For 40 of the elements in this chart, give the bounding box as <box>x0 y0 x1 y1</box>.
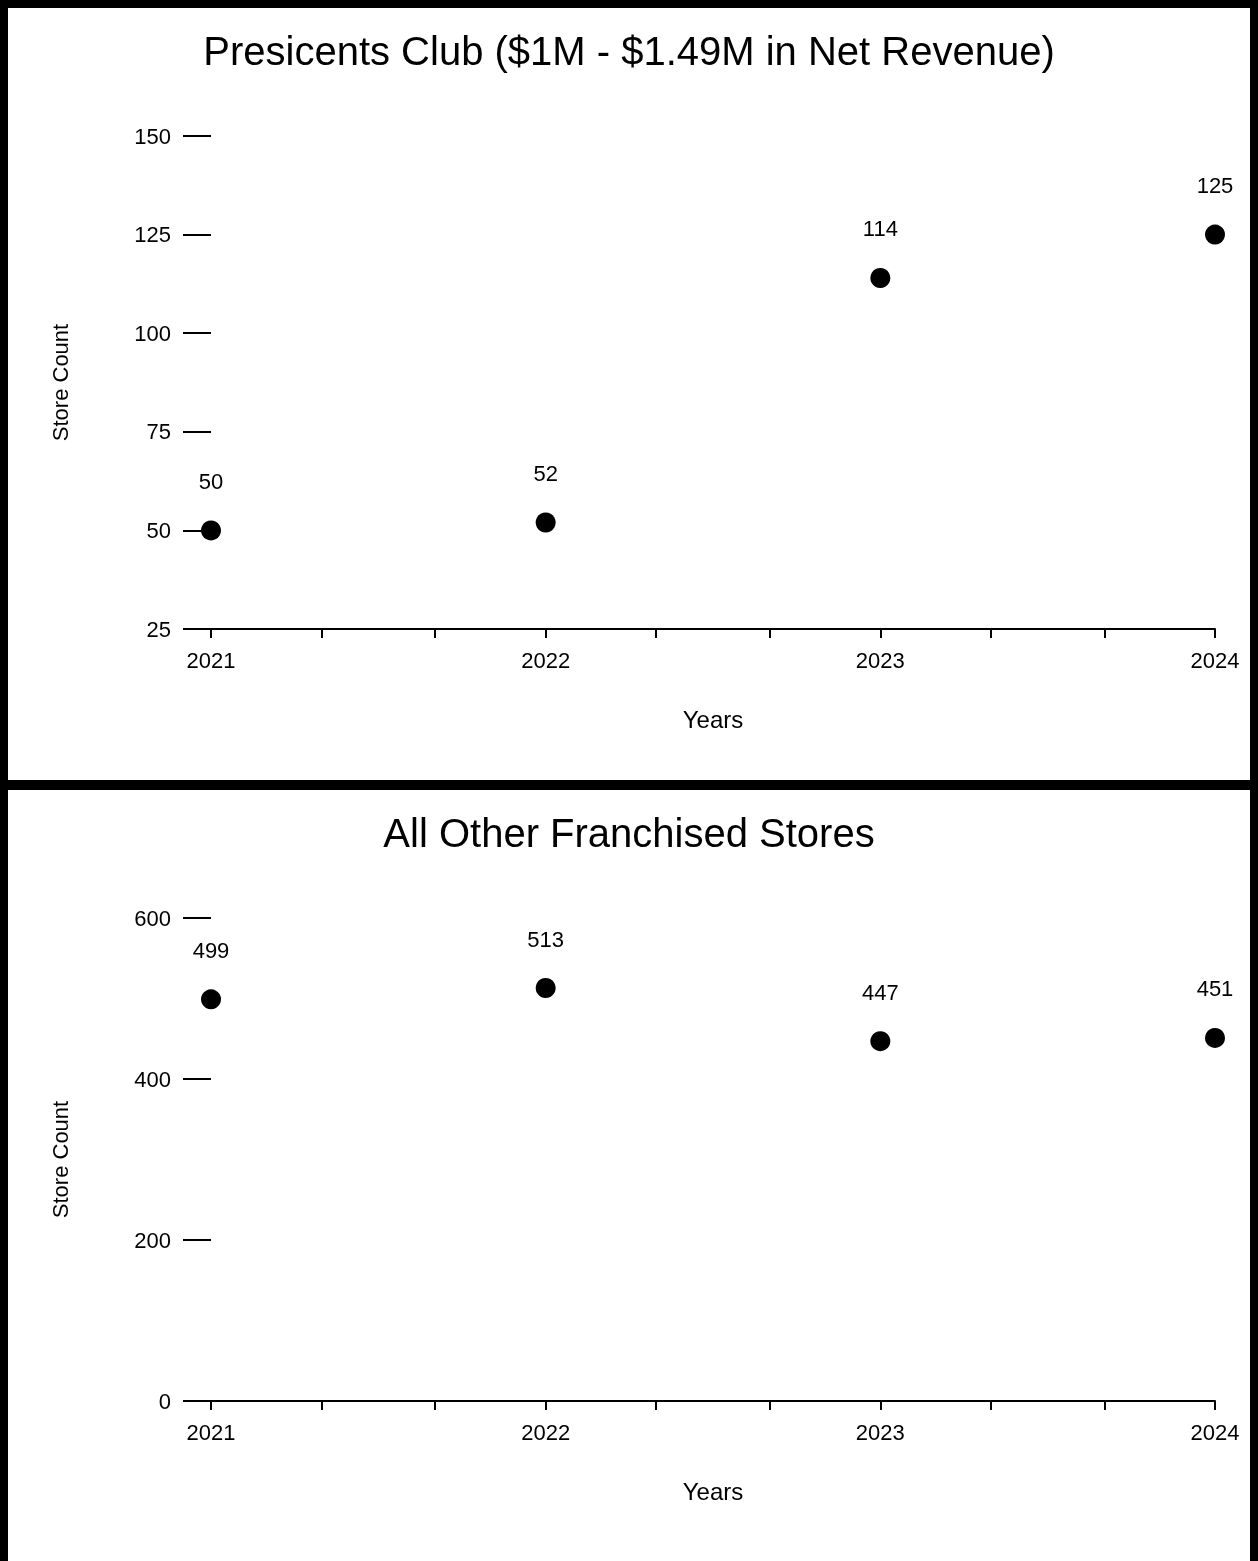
point <box>870 1031 891 1052</box>
data-label: 451 <box>1196 976 1234 1002</box>
x-axis-title: Years <box>682 1477 744 1505</box>
y-tick-label: 125 <box>134 222 171 248</box>
y-tick-label: 200 <box>134 1227 171 1253</box>
point <box>1205 1027 1225 1048</box>
y-tick-label: 600 <box>134 905 171 931</box>
chart-title: All Other Franchised Stores <box>383 811 875 855</box>
data-label: 447 <box>861 979 899 1005</box>
x-tick-label: 2023 <box>855 647 905 673</box>
data-label: 52 <box>533 461 558 487</box>
x-axis-title: Years <box>682 705 744 733</box>
x-tick-label: 2024 <box>1190 647 1240 673</box>
point <box>535 978 556 999</box>
y-tick-label: 75 <box>146 419 171 445</box>
x-tick-label: 2021 <box>186 647 236 673</box>
x-tick-label: 2023 <box>855 1419 905 1445</box>
y-tick-label: 150 <box>134 123 171 149</box>
data-label: 499 <box>192 937 230 963</box>
x-tick-label: 2021 <box>186 1419 236 1445</box>
x-tick-label: 2022 <box>521 1419 571 1445</box>
y-tick-label: 100 <box>134 320 171 346</box>
data-label: 114 <box>862 216 898 242</box>
y-axis-title: Store Count <box>47 323 73 442</box>
y-tick-label: 50 <box>146 517 171 543</box>
data-label: 125 <box>1196 173 1234 199</box>
y-axis-title: Store Count <box>47 1100 73 1219</box>
data-label: 513 <box>527 926 565 952</box>
y-tick-label: 25 <box>146 616 171 642</box>
point <box>535 512 556 533</box>
point <box>201 520 221 541</box>
x-tick-label: 2022 <box>521 647 571 673</box>
data-label: 50 <box>198 468 224 494</box>
x-tick-label: 2024 <box>1190 1419 1240 1445</box>
point <box>201 989 221 1010</box>
y-tick-label: 400 <box>134 1066 171 1092</box>
y-tick-label: 0 <box>158 1388 171 1414</box>
point <box>1205 224 1225 245</box>
point <box>870 267 891 288</box>
chart-title: Presicents Club ($1M - $1.49M in Net Revenue) <box>203 29 1055 73</box>
